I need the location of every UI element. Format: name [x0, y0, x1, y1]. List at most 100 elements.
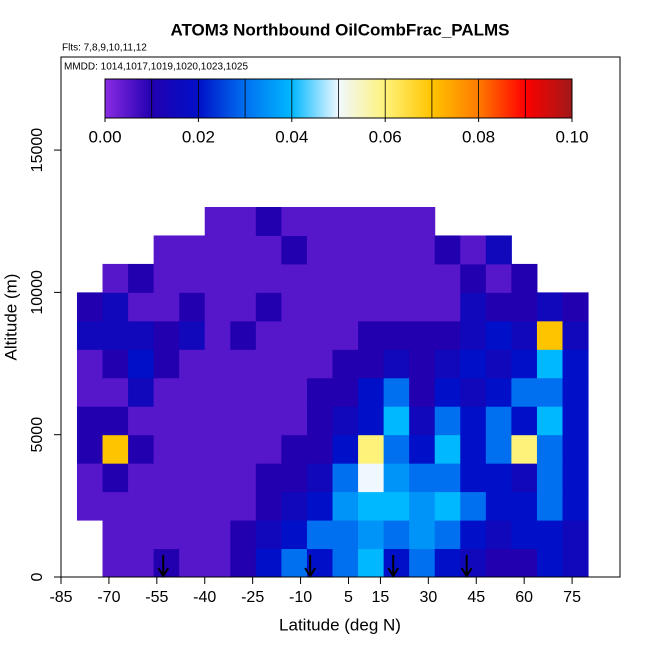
heatmap-cell	[179, 434, 206, 464]
heatmap-cell	[485, 263, 512, 293]
heatmap-cell	[306, 235, 334, 265]
heatmap-cell	[230, 491, 257, 521]
heatmap-cell	[485, 548, 512, 578]
heatmap-cell	[102, 434, 129, 464]
heatmap-cell	[332, 235, 359, 265]
heatmap-cell	[460, 320, 487, 350]
heatmap-cell	[358, 406, 385, 436]
heatmap-cell	[511, 292, 538, 322]
heatmap-cell	[409, 206, 436, 236]
heatmap-cell	[562, 434, 589, 464]
heatmap-cell	[409, 292, 436, 322]
heatmap-cell	[485, 434, 512, 464]
y-axis-label: Altitude (m)	[1, 274, 20, 361]
heatmap-cell	[358, 292, 385, 322]
colorbar-tick-label: 0.06	[369, 127, 402, 146]
heatmap-cell	[460, 263, 487, 293]
heatmap-cell	[434, 520, 461, 550]
heatmap-cell	[358, 491, 385, 521]
heatmap-cell	[204, 377, 231, 407]
heatmap-cell	[562, 349, 589, 379]
heatmap-cell	[153, 463, 180, 493]
heatmap-cell	[332, 463, 359, 493]
heatmap-cell	[255, 292, 282, 322]
heatmap-cell	[230, 434, 257, 464]
heatmap-cell	[562, 491, 589, 521]
heatmap-cell	[562, 463, 589, 493]
heatmap-cell	[179, 292, 206, 322]
heatmap-cell	[306, 434, 334, 464]
heatmap-cell	[332, 434, 359, 464]
heatmap-cell	[358, 520, 385, 550]
heatmap-cell	[306, 491, 334, 521]
heatmap-cell	[153, 491, 180, 521]
heatmap-cell	[281, 491, 308, 521]
heatmap-cell	[358, 548, 385, 578]
heatmap-cell	[255, 463, 282, 493]
heatmap-cell	[383, 434, 410, 464]
heatmap-cell	[153, 406, 180, 436]
heatmap-cell	[230, 463, 257, 493]
heatmap-cell	[511, 349, 538, 379]
x-tick-label: -70	[97, 589, 120, 606]
heatmap-cell	[281, 406, 308, 436]
heatmap-cell	[358, 263, 385, 293]
heatmap-cell	[281, 320, 308, 350]
heatmap-cell	[153, 434, 180, 464]
heatmap-cell	[460, 377, 487, 407]
heatmap-cell	[230, 520, 257, 550]
heatmap-cell	[358, 235, 385, 265]
heatmap-cell	[230, 548, 257, 578]
arrow-head	[387, 567, 400, 578]
arrow-head	[157, 567, 170, 578]
heatmap-cell	[460, 235, 487, 265]
heatmap-cell	[102, 377, 129, 407]
x-tick-label: -85	[49, 589, 72, 606]
annotation: MMDD: 1014,1017,1019,1020,1023,1025	[64, 62, 248, 73]
heatmap-cell	[460, 491, 487, 521]
heatmap-cell	[434, 434, 461, 464]
x-tick-label: 60	[515, 589, 533, 606]
heatmap-cell	[281, 235, 308, 265]
heatmap-cell	[536, 349, 564, 379]
heatmap-cell	[204, 263, 231, 293]
y-tick-label: 15000	[29, 128, 46, 173]
heatmap-cell	[511, 548, 538, 578]
heatmap-cell	[230, 320, 257, 350]
heatmap-cell	[204, 434, 231, 464]
heatmap-cell	[128, 406, 155, 436]
heatmap-cell	[230, 292, 257, 322]
heatmap-cell	[102, 463, 129, 493]
heatmap-cell	[102, 491, 129, 521]
heatmap-cell	[102, 263, 129, 293]
heatmap-cell	[179, 520, 206, 550]
heatmap-cell	[306, 377, 334, 407]
heatmap-cell	[485, 406, 512, 436]
x-tick-label: -40	[193, 589, 216, 606]
heatmap-cell	[76, 377, 104, 407]
colorbar-tick-label: 0.00	[88, 127, 121, 146]
heatmap-cell	[485, 292, 512, 322]
heatmap-cell	[306, 206, 334, 236]
heatmap-cell	[511, 491, 538, 521]
heatmap-cell	[255, 349, 282, 379]
heatmap-cell	[153, 548, 180, 578]
heatmap-cell	[383, 377, 410, 407]
heatmap-cell	[153, 377, 180, 407]
heatmap-cell	[153, 235, 180, 265]
heatmap-cell	[306, 320, 334, 350]
heatmap-cell	[460, 292, 487, 322]
heatmap-cell	[536, 292, 564, 322]
heatmap-cell	[332, 349, 359, 379]
heatmap-cell	[255, 377, 282, 407]
heatmap-cell	[306, 406, 334, 436]
heatmap-cell	[511, 377, 538, 407]
heatmap-cell	[128, 463, 155, 493]
heatmap-cell	[102, 349, 129, 379]
x-tick-label: 45	[467, 589, 485, 606]
x-tick-label: -10	[289, 589, 312, 606]
heatmap-cell	[281, 377, 308, 407]
heatmap-cell	[76, 463, 104, 493]
heatmap-cell	[562, 406, 589, 436]
heatmap-cell	[255, 491, 282, 521]
